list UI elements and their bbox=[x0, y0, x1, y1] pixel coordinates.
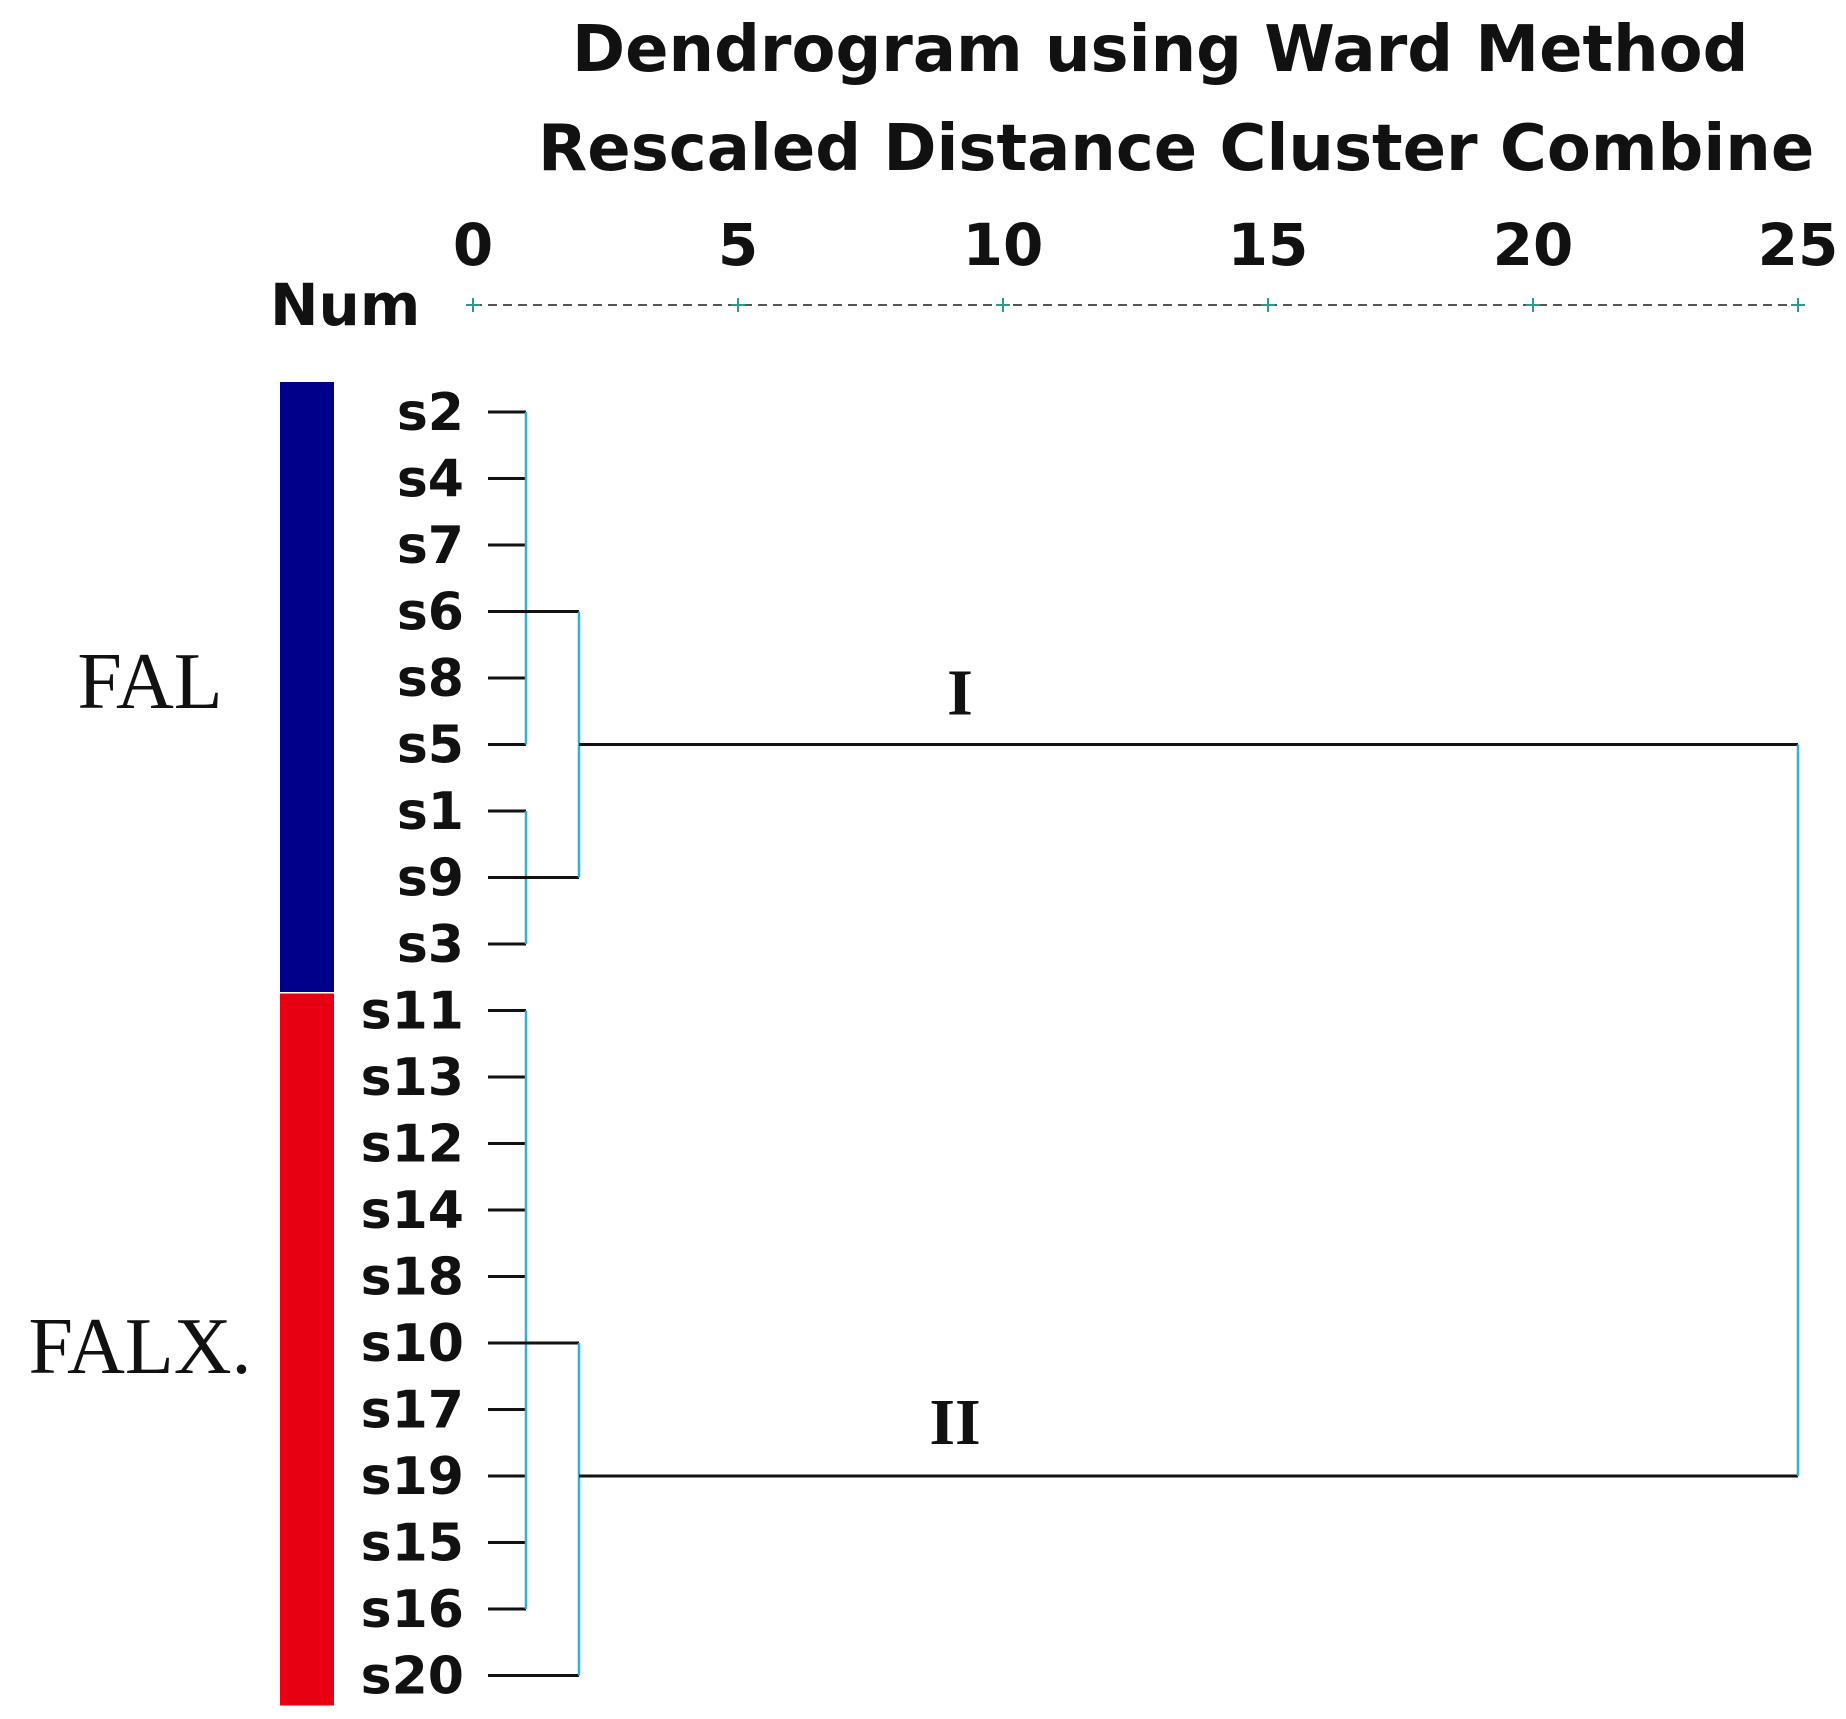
leaf-label: s12 bbox=[361, 1115, 464, 1175]
leaf-label: s20 bbox=[361, 1647, 464, 1707]
leaf-label: s9 bbox=[397, 849, 464, 909]
axis-tick-label: 10 bbox=[963, 211, 1044, 279]
axis-tick-label: 20 bbox=[1493, 211, 1574, 279]
axis-tick-label: 15 bbox=[1228, 211, 1309, 279]
chart-subtitle: Rescaled Distance Cluster Combine bbox=[538, 112, 1814, 186]
leaf-label: s13 bbox=[361, 1048, 464, 1108]
axis-label-num: Num bbox=[270, 271, 420, 339]
axis-tick-label: 0 bbox=[453, 211, 493, 279]
axis-tick-label: 5 bbox=[718, 211, 758, 279]
group-label: FAL bbox=[77, 638, 222, 726]
leaf-label: s18 bbox=[361, 1248, 464, 1308]
leaf-label: s11 bbox=[361, 982, 464, 1042]
leaf-label: s17 bbox=[361, 1381, 464, 1441]
leaf-label: s15 bbox=[361, 1514, 464, 1574]
distance-axis: 0 5 10 15 20 25 bbox=[453, 211, 1839, 312]
leaf-label: s16 bbox=[361, 1580, 464, 1640]
cluster-labels: III bbox=[929, 657, 980, 1460]
leaf-label: s10 bbox=[361, 1314, 464, 1374]
leaf-label: s19 bbox=[361, 1447, 464, 1507]
axis-tick-label: 25 bbox=[1758, 211, 1839, 279]
cluster-label-i: I bbox=[947, 657, 973, 730]
cluster-label-ii: II bbox=[929, 1386, 980, 1459]
group-bar-0 bbox=[280, 382, 334, 992]
leaf-label: s2 bbox=[397, 383, 464, 443]
tree-links bbox=[488, 410, 1800, 1677]
leaf-labels: s2s4s7s6s8s5s1s9s3s11s13s12s14s18s10s17s… bbox=[361, 383, 464, 1707]
group-bars: FAL FALX. bbox=[29, 382, 334, 1706]
leaf-label: s3 bbox=[397, 915, 464, 975]
group-bar-1 bbox=[280, 993, 334, 1706]
leaf-label: s5 bbox=[397, 716, 464, 776]
leaf-label: s6 bbox=[397, 583, 464, 643]
leaf-label: s8 bbox=[397, 649, 464, 709]
leaf-label: s1 bbox=[397, 782, 464, 842]
leaf-label: s7 bbox=[397, 516, 464, 576]
leaf-label: s4 bbox=[397, 450, 464, 510]
group-label: FALX. bbox=[29, 1303, 252, 1391]
leaf-label: s14 bbox=[361, 1181, 464, 1241]
chart-title: Dendrogram using Ward Method bbox=[572, 13, 1748, 87]
